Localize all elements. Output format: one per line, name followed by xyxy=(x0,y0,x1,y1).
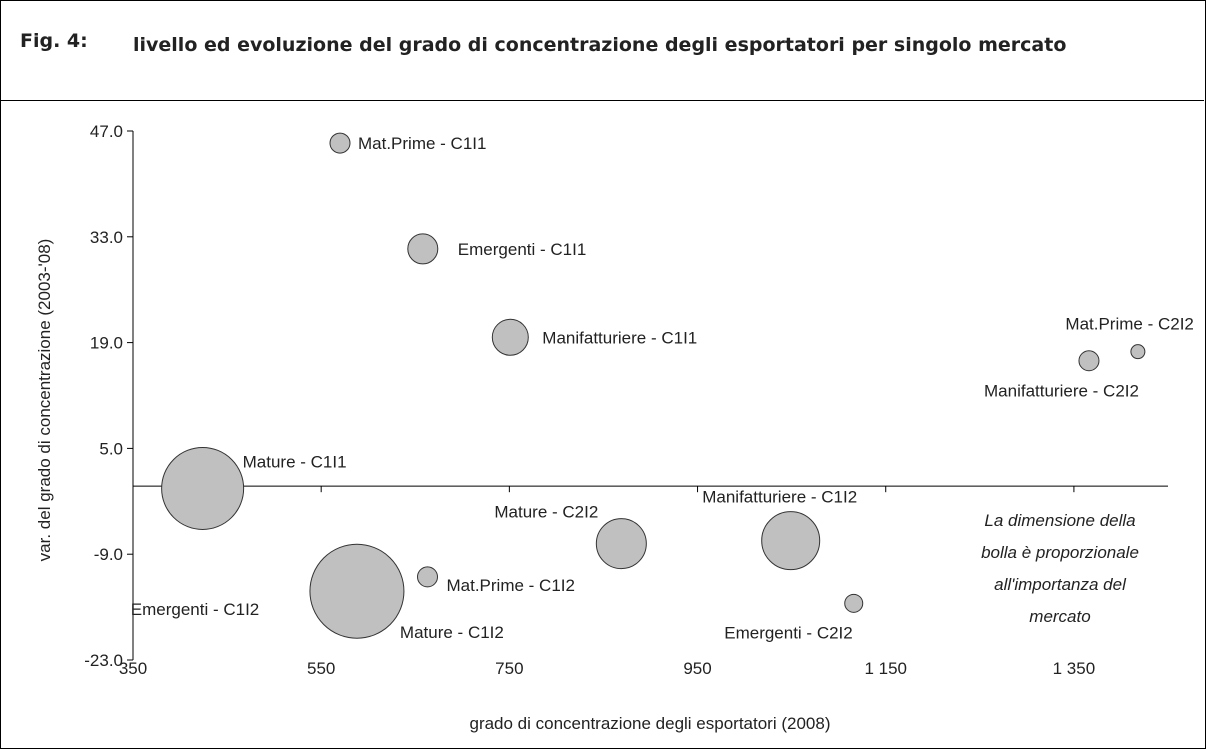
x-tick-label: 1 150 xyxy=(864,659,907,678)
bubble-label: Manifatturiere - C2I2 xyxy=(984,382,1139,401)
y-tick-label: 47.0 xyxy=(90,122,123,141)
y-tick-label: 33.0 xyxy=(90,228,123,247)
bubble-label: Mat.Prime - C1I1 xyxy=(358,134,486,153)
bubble xyxy=(491,318,529,356)
bubble xyxy=(595,518,647,570)
bubble-label: Manifatturiere - C1I1 xyxy=(542,328,697,347)
bubble-label: Manifatturiere - C1I2 xyxy=(702,488,857,507)
bubble-label: Mature - C2I2 xyxy=(494,503,598,522)
bubble xyxy=(309,543,405,639)
header: Fig. 4: livello ed evoluzione del grado … xyxy=(0,0,1204,101)
bubble-label: Mat.Prime - C1I2 xyxy=(447,576,575,595)
x-tick-label: 1 350 xyxy=(1053,659,1096,678)
y-tick-label: -9.0 xyxy=(94,545,123,564)
annotation: Emergenti - C1I2 xyxy=(130,600,260,619)
bubble-label: Mat.Prime - C2I2 xyxy=(1065,315,1193,334)
bubble xyxy=(1078,350,1100,372)
chart-title: livello ed evoluzione del grado di conce… xyxy=(133,34,1067,56)
x-tick-label: 750 xyxy=(495,659,523,678)
annotation: La dimensione della bolla è proporzional… xyxy=(981,511,1139,626)
y-axis-label: var. del grado di concentrazione (2003-'… xyxy=(35,239,54,562)
y-tick-label: -23.0 xyxy=(84,651,123,670)
bubble xyxy=(161,446,245,530)
bubble-label: Mature - C1I1 xyxy=(243,452,347,471)
bubble-label: Emergenti - C2I2 xyxy=(724,623,853,642)
x-tick-label: 350 xyxy=(119,659,147,678)
bubble xyxy=(761,511,821,571)
bubble-label: Emergenti - C1I1 xyxy=(458,240,587,259)
bubble xyxy=(417,566,439,588)
x-tick-label: 950 xyxy=(683,659,711,678)
x-tick-label: 550 xyxy=(307,659,335,678)
bubble xyxy=(329,132,351,154)
bubble xyxy=(1130,344,1146,360)
bubble-label: Mature - C1I2 xyxy=(400,623,504,642)
y-tick-label: 19.0 xyxy=(90,334,123,353)
y-tick-label: 5.0 xyxy=(99,439,123,458)
bubble xyxy=(407,233,439,265)
x-axis-label: grado di concentrazione degli esportator… xyxy=(469,714,830,733)
fig-label: Fig. 4: xyxy=(20,30,88,52)
bubble xyxy=(844,593,864,613)
